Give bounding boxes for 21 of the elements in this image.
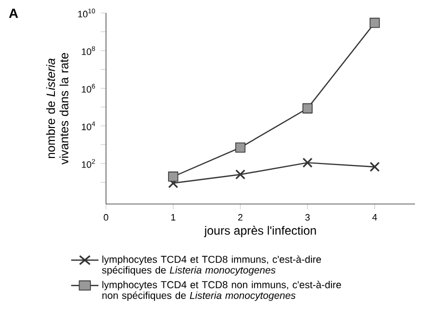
y-tick-label: 10$^{8}$	[82, 46, 96, 55]
y-tick-label: 10$^{6}$	[82, 84, 95, 93]
point	[235, 142, 246, 153]
point	[370, 162, 380, 172]
point	[302, 103, 313, 114]
legend-label: lymphocytes TCD4 et TCD8 non immuns, c'est-à-dire non spécifiques de Listeria monocytogenes	[102, 280, 342, 301]
point	[168, 172, 178, 182]
x-tick-label: 0	[104, 214, 108, 221]
x-tick-label: 3	[305, 214, 310, 221]
y-tick-label: 10$^{2}$	[82, 159, 95, 168]
x-axis-title: jours après l'infection	[204, 226, 316, 238]
x-tick-label: 1	[171, 214, 176, 220]
point	[370, 18, 380, 28]
legend-label: lymphocytes TCD4 et TCD8 immuns, c'est-à-dire spécifiques de Listeria monocytogenes	[102, 255, 322, 276]
point	[302, 158, 313, 168]
x-tick-label: 4	[372, 214, 378, 220]
point	[235, 169, 246, 180]
text: A	[9, 8, 18, 18]
y-tick-label: 10$^{4}$	[82, 122, 96, 130]
y-tick-label: 10$^{10}$	[78, 8, 96, 18]
x-tick-label: 2	[238, 214, 242, 221]
